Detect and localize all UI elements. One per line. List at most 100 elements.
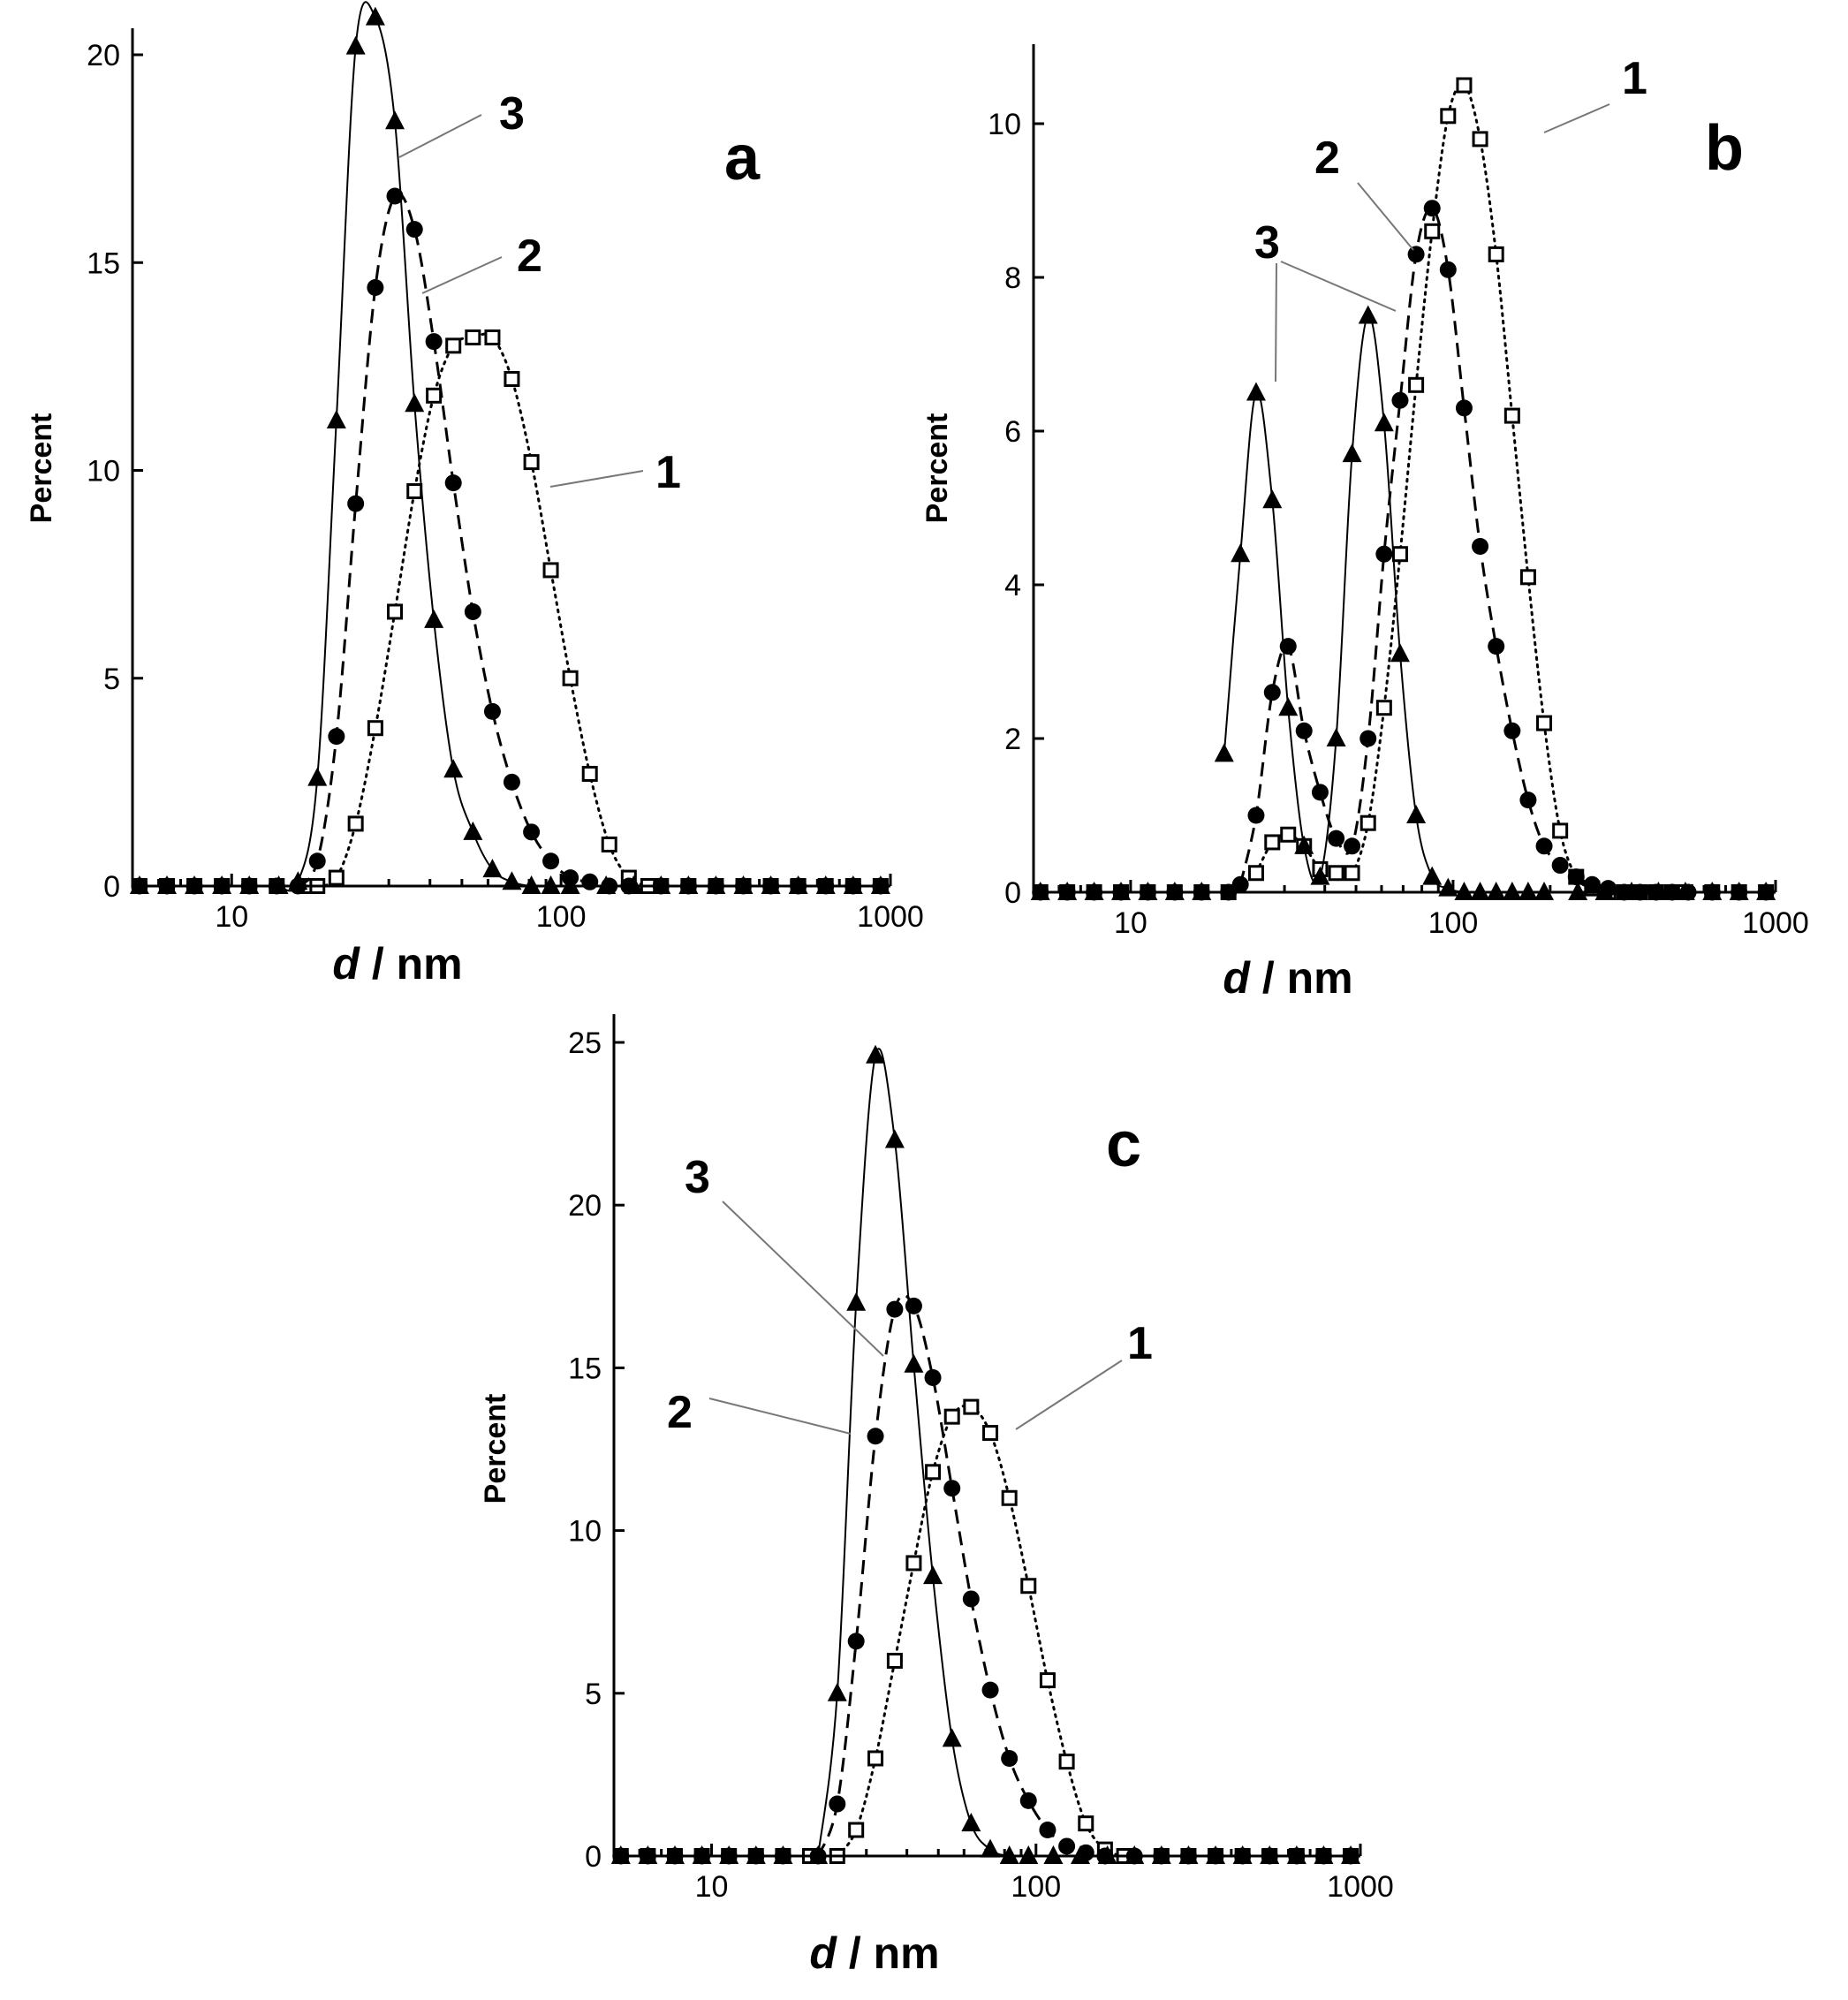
panel-a-series-1-point bbox=[542, 562, 559, 579]
panel-b-series-1-point bbox=[1408, 376, 1425, 393]
panel-b-series-3-point bbox=[1342, 443, 1362, 463]
panel-a-xlabel-unit: / nm bbox=[360, 939, 463, 989]
panel-c-series-2-line bbox=[816, 1293, 1106, 1858]
panel-a-series-2-point bbox=[425, 333, 443, 351]
panel-b-series-1-point bbox=[1440, 108, 1457, 125]
panel-b-annotation-3: 3 bbox=[1254, 217, 1280, 269]
panel-b-series-3-point bbox=[1214, 743, 1234, 762]
panel-c-series-3-point bbox=[942, 1728, 962, 1747]
panel-c-series-3-point bbox=[884, 1129, 905, 1148]
panel-a-series-2-point bbox=[347, 495, 365, 512]
panel-b: 0 2 4 6 8 10 10 100 1000 Percent d / nm b 1 2 3 bbox=[920, 44, 1809, 1003]
panel-a-xtick-label: 100 bbox=[536, 900, 587, 934]
panel-b-series-1-point bbox=[1488, 246, 1504, 262]
panel-b-series-2-point bbox=[1375, 545, 1393, 563]
panel-a-annotation-2: 2 bbox=[517, 231, 542, 282]
panel-b-series-2-point bbox=[1263, 684, 1281, 701]
panel-a-series-1-point bbox=[601, 836, 617, 852]
panel-c-series-2-point bbox=[924, 1368, 942, 1386]
panel-a-series-2-point bbox=[503, 773, 520, 791]
panel-a-ytick-label: 5 bbox=[103, 663, 120, 696]
panel-c-ytick-label: 10 bbox=[568, 1515, 602, 1549]
panel-a-series-3-point bbox=[345, 35, 366, 55]
panel-a-series-1-point bbox=[347, 815, 364, 832]
panel-a-ytick-label: 15 bbox=[87, 246, 120, 280]
panel-b-series-2-point bbox=[1391, 391, 1409, 409]
panel-c-xlabel-symbol: d bbox=[809, 1928, 837, 1978]
panel-a-series-3-point bbox=[405, 393, 425, 413]
panel-b-series-2-point bbox=[1311, 784, 1329, 801]
panel-c-series-1-point bbox=[905, 1555, 922, 1572]
panel-c-series-1-point bbox=[982, 1425, 999, 1442]
panel-b-leader-2 bbox=[1357, 182, 1414, 251]
panel-b-series-2-point bbox=[1503, 722, 1521, 739]
panel-c-series-2-point bbox=[829, 1795, 846, 1813]
panel-c-xlabel-unit: / nm bbox=[837, 1928, 940, 1978]
panel-b-series-2-point bbox=[1344, 837, 1361, 855]
panel-a-series-2-point bbox=[444, 474, 462, 492]
panel-c-annotation-2: 2 bbox=[667, 1387, 693, 1438]
panel-a-series-3-point bbox=[385, 110, 405, 130]
panel-c-series-1-point bbox=[1001, 1489, 1018, 1506]
panel-b-series-1-point bbox=[1424, 223, 1441, 239]
panel-b-ytick-label: 6 bbox=[1004, 415, 1021, 449]
panel-b-series-3-point bbox=[1310, 866, 1330, 885]
panel-a-xtick-label: 1000 bbox=[857, 900, 924, 934]
panel-c-series-2-point bbox=[1001, 1749, 1019, 1767]
panel-a-series-2-point bbox=[464, 602, 481, 620]
panel-c-ytick-label: 5 bbox=[585, 1678, 602, 1711]
panel-b-series-2-point bbox=[1488, 638, 1505, 655]
panel-a-series-1-point bbox=[465, 329, 481, 345]
panel-b-series-1-point bbox=[1375, 700, 1392, 716]
panel-c-series-2-point bbox=[867, 1428, 884, 1445]
panel-c-series-3-point bbox=[866, 1044, 886, 1064]
panel-b-ytick-label: 10 bbox=[988, 108, 1021, 141]
panel-b-series-2-point bbox=[1567, 868, 1585, 886]
panel-c-series-3-point bbox=[961, 1813, 981, 1832]
panel-c-series-1-point bbox=[867, 1750, 884, 1767]
panel-c-series-1-point bbox=[1058, 1754, 1075, 1770]
panel-a-plot-area: 0 5 10 15 20 10 100 1000 bbox=[87, 1, 924, 934]
panel-b-series-2-point bbox=[1231, 875, 1249, 893]
panel-c-ylabel: Percent bbox=[479, 1394, 512, 1504]
panel-a-series-3-point bbox=[326, 410, 346, 429]
panel-b-series-1-point bbox=[1536, 715, 1553, 731]
panel-b-series-3-point bbox=[1422, 866, 1443, 885]
panel-b-ylabel: Percent bbox=[920, 413, 954, 524]
panel-a-annotation-1: 1 bbox=[655, 447, 681, 498]
panel-b-series-3-point bbox=[1326, 728, 1346, 746]
panel-c-series-1-line bbox=[836, 1404, 1126, 1858]
panel-c-annotation-1: 1 bbox=[1127, 1318, 1153, 1369]
panel-b-leader-1 bbox=[1543, 103, 1610, 133]
panel-b-annotation-1: 1 bbox=[1622, 53, 1647, 104]
panel-a-series-2-line bbox=[297, 192, 629, 888]
panel-a-series-3-point bbox=[365, 6, 385, 26]
panel-b-series-2-point bbox=[1439, 261, 1457, 278]
panel-c-leader-3 bbox=[722, 1201, 884, 1357]
panel-b-series-3-line bbox=[1223, 314, 1544, 894]
panel-a-series-2-point bbox=[405, 221, 423, 239]
panel-a-series-1-point bbox=[581, 765, 598, 782]
panel-c-label: c bbox=[1106, 1110, 1141, 1180]
panel-a-label: a bbox=[724, 123, 761, 193]
panel-c-series-1-point bbox=[848, 1822, 865, 1838]
panel-b-series-1-point bbox=[1280, 826, 1297, 843]
panel-b-series-3-point bbox=[1278, 697, 1299, 716]
panel-a-series-1-point bbox=[406, 483, 423, 500]
panel-c-series-2-point bbox=[943, 1480, 961, 1497]
panel-b-series-1-point bbox=[1472, 131, 1488, 148]
panel-c-series-1-point bbox=[925, 1464, 942, 1481]
panel-b-xlabel-unit: / nm bbox=[1250, 953, 1353, 1003]
panel-b-xtick-label: 10 bbox=[1114, 906, 1147, 940]
panel-c-series-2-point bbox=[981, 1681, 999, 1699]
panel-b-plot-area: 0 2 4 6 8 10 10 100 1000 bbox=[988, 77, 1809, 940]
panel-b-series-2-point bbox=[1551, 857, 1569, 875]
panel-b-annotation-2: 2 bbox=[1314, 133, 1340, 184]
panel-b-series-1-line bbox=[1254, 83, 1674, 894]
panel-c-series-1-point bbox=[886, 1652, 903, 1669]
panel-c-ytick-label: 0 bbox=[585, 1840, 602, 1874]
panel-b-series-3-point bbox=[1406, 805, 1427, 823]
panel-a-series-2-point bbox=[308, 852, 326, 870]
panel-b-xtick-label: 100 bbox=[1428, 906, 1479, 940]
panel-b-series-3-point bbox=[1390, 643, 1410, 663]
